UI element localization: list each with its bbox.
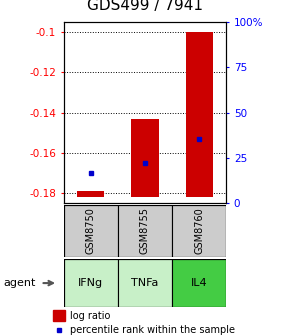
Text: agent: agent — [3, 278, 35, 288]
Text: percentile rank within the sample: percentile rank within the sample — [70, 326, 235, 335]
Text: GSM8760: GSM8760 — [194, 208, 204, 254]
Bar — [64, 205, 118, 257]
Text: GSM8750: GSM8750 — [86, 208, 96, 254]
Bar — [118, 259, 172, 307]
Bar — [172, 205, 226, 257]
Bar — [172, 259, 226, 307]
Text: IFNg: IFNg — [78, 278, 104, 288]
Bar — [118, 205, 172, 257]
Bar — [64, 259, 118, 307]
Bar — [77, 191, 104, 197]
Text: IL4: IL4 — [191, 278, 207, 288]
Text: log ratio: log ratio — [70, 310, 111, 321]
Text: TNFa: TNFa — [131, 278, 159, 288]
Bar — [131, 119, 159, 197]
Bar — [53, 310, 65, 321]
Text: GDS499 / 7941: GDS499 / 7941 — [87, 0, 203, 13]
Bar — [186, 32, 213, 197]
Text: GSM8755: GSM8755 — [140, 208, 150, 254]
